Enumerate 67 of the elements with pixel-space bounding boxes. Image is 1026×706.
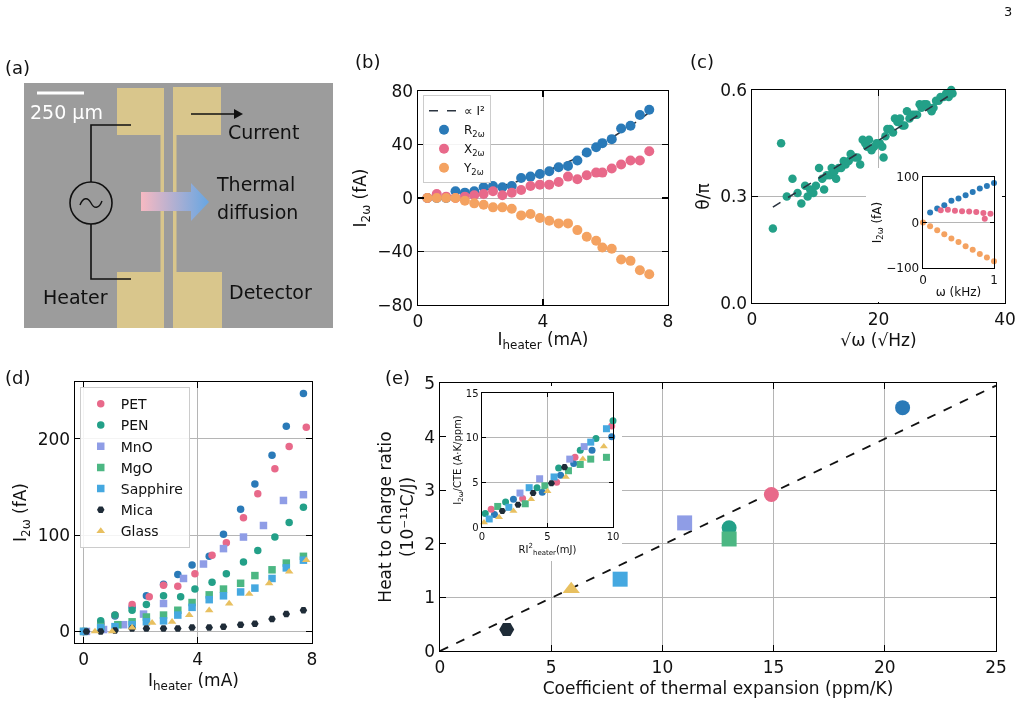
text: (a) [5, 57, 31, 78]
x-tick-label: 0 [78, 648, 89, 669]
x-tick-label: 4 [192, 648, 204, 669]
y-tick-label: 0 [911, 215, 920, 230]
y-tick-label: 5 [424, 372, 436, 393]
x-tick-label: 25 [985, 656, 1007, 677]
x-tick-label: 10 [606, 531, 620, 543]
legend-label: Mica [120, 502, 153, 519]
text: 250 μm [30, 101, 103, 123]
x-tick-label: 8 [662, 310, 674, 331]
x-axis-title: Coefficient of thermal expansion (ppm/K) [542, 678, 894, 698]
y-tick-label: 2 [424, 533, 436, 554]
x-tick-label: 15 [762, 656, 785, 677]
y-tick-label: 0 [472, 521, 479, 533]
y-axis-title: Heat to charge ratio (10⁻¹¹C/J) [375, 431, 418, 603]
legend-label: MnO [120, 438, 153, 455]
y-tick-label: 0.0 [720, 292, 748, 313]
chart-title: (b) [355, 51, 381, 73]
legend-label: PEN [120, 417, 149, 434]
x-axis-title: I$_{heater}$ (mA) [497, 329, 589, 352]
y-tick-label: −100 [886, 261, 920, 276]
x-axis-title: RI$^{2}$$_{heater}$(mJ) [518, 542, 577, 557]
y-tick-label: 0.3 [720, 186, 748, 207]
x-tick-label: 40 [994, 308, 1016, 329]
legend-label: Glass [120, 523, 159, 540]
legend-label: Sapphire [120, 481, 183, 498]
y-axis-title: θ/π [692, 183, 713, 210]
x-axis-title: I$_{heater}$ (mA) [148, 670, 239, 693]
y-tick-label: 200 [37, 428, 71, 449]
y-tick-label: 0 [59, 621, 71, 642]
y-tick-label: 3 [424, 480, 436, 501]
legend-label: MgO [120, 459, 153, 476]
y-tick-label: −80 [377, 294, 414, 315]
y-tick-label: 80 [391, 80, 414, 101]
x-tick-label: 4 [537, 310, 549, 331]
y-tick-label: 0.6 [720, 79, 748, 100]
x-tick-label: 10 [651, 656, 674, 677]
y-tick-label: 100 [37, 525, 71, 546]
legend-label: ∝ I² [464, 104, 485, 119]
text: Thermal diffusion [216, 173, 299, 223]
y-tick-label: −40 [377, 241, 414, 262]
legend-label: X$_{2ω}$ [464, 142, 485, 158]
legend-label: PET [120, 396, 148, 413]
chart-title: (e) [385, 367, 411, 389]
legend-label: R$_{2ω}$ [464, 123, 485, 139]
y-tick-label: 4 [424, 426, 436, 447]
x-tick-label: 20 [873, 656, 896, 677]
y-tick-label: 10 [465, 432, 479, 444]
y-tick-label: 5 [472, 476, 479, 488]
y-tick-label: 100 [896, 170, 920, 185]
y-tick-label: 1 [424, 587, 436, 608]
x-axis-title: √ω (√Hz) [840, 330, 917, 350]
chart-title: (c) [690, 51, 714, 73]
y-tick-label: 15 [465, 387, 479, 399]
x-axis-title: ω (kHz) [935, 285, 982, 300]
x-tick-label: 8 [306, 648, 318, 669]
text: 3 [1004, 4, 1013, 19]
x-tick-label: 5 [544, 531, 551, 543]
y-tick-label: 40 [391, 134, 414, 155]
chart-title: (d) [5, 367, 31, 389]
text: Heater [43, 286, 108, 308]
text: Current [228, 121, 300, 143]
y-tick-label: 0 [402, 187, 414, 208]
x-tick-label: 5 [545, 656, 557, 677]
x-tick-label: 20 [867, 308, 890, 329]
legend-label: Y$_{2ω}$ [463, 161, 484, 177]
text: Detector [229, 281, 312, 303]
